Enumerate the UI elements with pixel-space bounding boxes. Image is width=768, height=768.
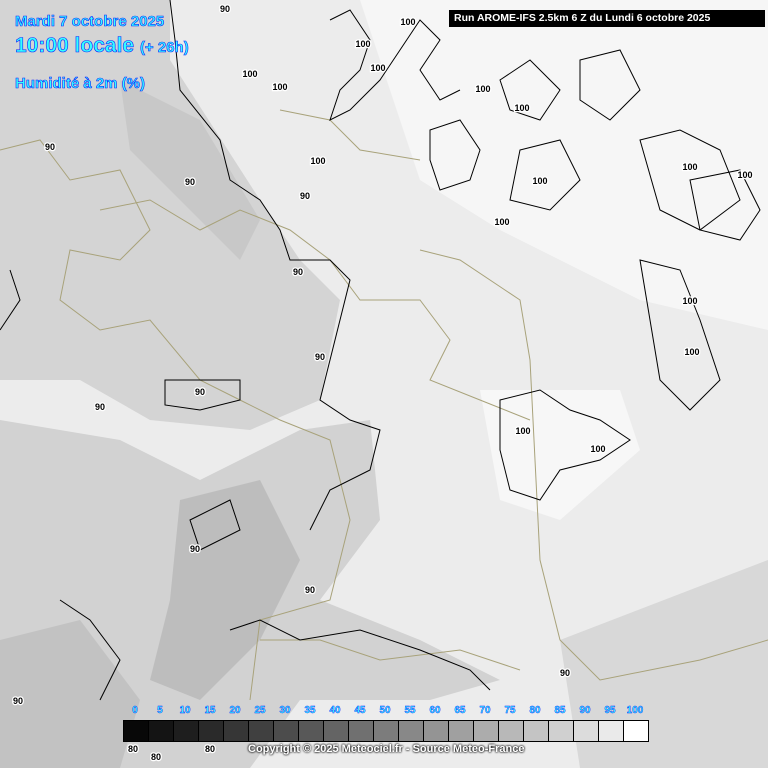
forecast-time: 10:00 locale (+ 26h) (15, 34, 189, 58)
legend-label: 30 (279, 705, 291, 716)
legend-swatch (549, 721, 574, 741)
contour-label: 90 (293, 267, 303, 277)
contour-label: 100 (532, 176, 547, 186)
contour-label: 90 (95, 402, 105, 412)
color-legend (123, 720, 649, 742)
legend-swatch (174, 721, 199, 741)
contour-label: 90 (195, 387, 205, 397)
legend-swatch (499, 721, 524, 741)
contour-label: 90 (190, 544, 200, 554)
contour-label: 100 (737, 170, 752, 180)
humidity-contours (0, 0, 761, 701)
contour-label: 100 (370, 63, 385, 73)
contour-label: 100 (514, 103, 529, 113)
legend-swatch (224, 721, 249, 741)
legend-label: 25 (254, 705, 266, 716)
contour-label: 100 (400, 17, 415, 27)
contour-label: 90 (560, 668, 570, 678)
legend-label: 10 (179, 705, 191, 716)
legend-label: 5 (157, 705, 163, 716)
legend-labels: 0 5 10 15 20 25 30 35 40 45 50 55 60 65 70 75 80 85 90 95 10… (0, 705, 768, 719)
legend-label: 40 (329, 705, 341, 716)
contour-label: 90 (13, 696, 23, 706)
legend-swatch (399, 721, 424, 741)
legend-label: 35 (304, 705, 316, 716)
forecast-date: Mardi 7 octobre 2025 (15, 13, 165, 31)
legend-label: 90 (579, 705, 591, 716)
contour-label: 90 (185, 177, 195, 187)
contour-label: 80 (128, 744, 138, 754)
contour-label: 90 (45, 142, 55, 152)
contour-label: 100 (515, 426, 530, 436)
legend-swatch (524, 721, 549, 741)
legend-swatch (449, 721, 474, 741)
legend-swatch (324, 721, 349, 741)
legend-swatch (349, 721, 374, 741)
contour-label: 90 (300, 191, 310, 201)
legend-swatch (199, 721, 224, 741)
contour-label: 100 (242, 69, 257, 79)
legend-label: 50 (379, 705, 391, 716)
legend-swatch (274, 721, 299, 741)
legend-swatch (599, 721, 624, 741)
legend-swatch (624, 721, 648, 741)
legend-label: 95 (604, 705, 616, 716)
legend-label: 80 (529, 705, 541, 716)
legend-label: 75 (504, 705, 516, 716)
legend-swatch (374, 721, 399, 741)
contour-label: 100 (494, 217, 509, 227)
contour-label: 100 (310, 156, 325, 166)
model-run-label: Run AROME-IFS 2.5km 6 Z du Lundi 6 octob… (449, 10, 765, 27)
legend-label: 100 (626, 705, 644, 716)
legend-swatch (149, 721, 174, 741)
contour-label: 90 (220, 4, 230, 14)
contour-label: 80 (151, 752, 161, 762)
contour-label: 90 (305, 585, 315, 595)
legend-label: 60 (429, 705, 441, 716)
lead-time: (+ 26h) (139, 39, 189, 57)
legend-label: 55 (404, 705, 416, 716)
parameter-title: Humidité à 2m (%) (15, 75, 146, 93)
legend-swatch (124, 721, 149, 741)
legend-label: 15 (204, 705, 216, 716)
contour-label: 100 (682, 296, 697, 306)
legend-label: 65 (454, 705, 466, 716)
legend-label: 85 (554, 705, 566, 716)
contour-label: 100 (682, 162, 697, 172)
copyright: Copyright © 2025 Meteociel.fr - Source M… (248, 743, 525, 755)
legend-swatch (424, 721, 449, 741)
contour-label: 100 (355, 39, 370, 49)
legend-swatch (249, 721, 274, 741)
legend-label: 20 (229, 705, 241, 716)
legend-label: 45 (354, 705, 366, 716)
legend-label: 0 (132, 705, 138, 716)
contour-label: 100 (590, 444, 605, 454)
legend-swatch (474, 721, 499, 741)
contour-label: 100 (475, 84, 490, 94)
legend-label: 70 (479, 705, 491, 716)
contour-label: 80 (205, 744, 215, 754)
contour-label: 100 (684, 347, 699, 357)
contour-label: 100 (272, 82, 287, 92)
contour-label: 90 (315, 352, 325, 362)
legend-swatch (574, 721, 599, 741)
legend-swatch (299, 721, 324, 741)
local-time: 10:00 locale (15, 34, 135, 58)
